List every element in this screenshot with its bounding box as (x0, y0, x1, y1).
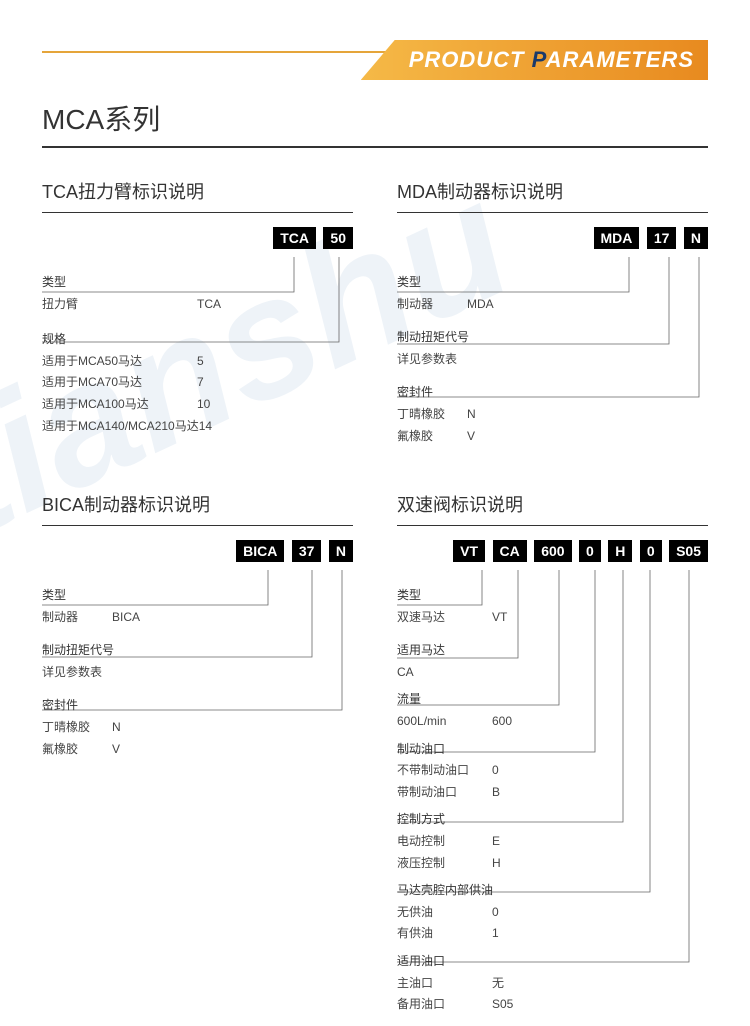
value: VT (492, 607, 507, 629)
block-title: MDA制动器标识说明 (397, 178, 708, 213)
value: V (112, 739, 120, 761)
label: CA (397, 662, 492, 684)
code-box: 50 (323, 227, 353, 249)
value: 600 (492, 711, 512, 733)
label: 备用油口 (397, 994, 492, 1016)
value: N (467, 404, 476, 426)
code-row: TCA 50 (42, 227, 353, 249)
group-header: 制动油口 (397, 739, 708, 761)
label: 主油口 (397, 973, 492, 995)
banner-text-1: PRODUCT (409, 47, 532, 72)
desc: 类型 双速马达VT 适用马达 CA 流量 600L/min600 制动油口 不带… (397, 585, 708, 1016)
series-title: MCA系列 (42, 98, 708, 148)
label: 不带制动油口 (397, 760, 492, 782)
code-box: 17 (647, 227, 677, 249)
block-bica: BICA制动器标识说明 BICA 37 N 类型 制动器BICA (42, 491, 353, 985)
value: 7 (197, 372, 204, 394)
group-header: 适用马达 (397, 640, 708, 662)
label: 带制动油口 (397, 782, 492, 804)
label: 适用于MCA140/MCA210马达 (42, 416, 199, 438)
code-box: CA (493, 540, 527, 562)
block-tca: TCA扭力臂标识说明 TCA 50 类型 扭力臂TCA 规格 适用于MCA50马 (42, 178, 353, 447)
code-box: 600 (534, 540, 571, 562)
block-vt: 双速阀标识说明 VT CA 600 0 H 0 S05 (397, 491, 708, 985)
desc: 类型 制动器BICA 制动扭矩代号 详见参数表 密封件 丁晴橡胶N 氟橡胶V (42, 585, 353, 760)
value: N (112, 717, 121, 739)
label: 适用于MCA70马达 (42, 372, 197, 394)
group-header: 类型 (42, 585, 353, 607)
value: TCA (197, 294, 221, 316)
label: 详见参数表 (397, 349, 547, 371)
value: 无 (492, 973, 504, 995)
banner-text-3: ARAMETERS (546, 47, 694, 72)
banner: PRODUCT PARAMETERS (361, 40, 708, 80)
label: 无供油 (397, 902, 492, 924)
value: B (492, 782, 500, 804)
banner-wrap: PRODUCT PARAMETERS (42, 40, 708, 80)
code-row: MDA 17 N (397, 227, 708, 249)
code-box: N (684, 227, 708, 249)
code-row: VT CA 600 0 H 0 S05 (397, 540, 708, 562)
code-box: 0 (640, 540, 662, 562)
code-box: 0 (579, 540, 601, 562)
group-header: 制动扭矩代号 (42, 640, 353, 662)
label: 丁晴橡胶 (397, 404, 467, 426)
label: 适用于MCA50马达 (42, 351, 197, 373)
value: 0 (492, 760, 499, 782)
code-box: H (608, 540, 632, 562)
value: MDA (467, 294, 494, 316)
label: 氟橡胶 (397, 426, 467, 448)
group-header: 马达壳腔内部供油 (397, 880, 708, 902)
value: 10 (197, 394, 210, 416)
value: 1 (492, 923, 499, 945)
label: 制动器 (397, 294, 467, 316)
group-header: 制动扭矩代号 (397, 327, 708, 349)
block-title: BICA制动器标识说明 (42, 491, 353, 526)
label: 扭力臂 (42, 294, 197, 316)
label: 丁晴橡胶 (42, 717, 112, 739)
value: S05 (492, 994, 513, 1016)
code-box: VT (453, 540, 485, 562)
label: 适用于MCA100马达 (42, 394, 197, 416)
group-header: 规格 (42, 329, 353, 351)
value: 14 (199, 416, 212, 438)
group-header: 类型 (397, 585, 708, 607)
block-title: TCA扭力臂标识说明 (42, 178, 353, 213)
code-box: 37 (292, 540, 322, 562)
group-header: 类型 (42, 272, 353, 294)
banner-text-2: P (532, 47, 546, 72)
code-box: N (329, 540, 353, 562)
group-header: 流量 (397, 689, 708, 711)
label: 双速马达 (397, 607, 492, 629)
label: 有供油 (397, 923, 492, 945)
value: BICA (112, 607, 140, 629)
group-header: 密封件 (42, 695, 353, 717)
desc: 类型 扭力臂TCA 规格 适用于MCA50马达5 适用于MCA70马达7 适用于… (42, 272, 353, 437)
value: E (492, 831, 500, 853)
value: 0 (492, 902, 499, 924)
group-header: 密封件 (397, 382, 708, 404)
label: 液压控制 (397, 853, 492, 875)
group-header: 类型 (397, 272, 708, 294)
label: 详见参数表 (42, 662, 197, 684)
value: H (492, 853, 501, 875)
label: 600L/min (397, 711, 492, 733)
label: 氟橡胶 (42, 739, 112, 761)
label: 电动控制 (397, 831, 492, 853)
block-mda: MDA制动器标识说明 MDA 17 N 类型 制动器MDA (397, 178, 708, 447)
label: 制动器 (42, 607, 112, 629)
group-header: 控制方式 (397, 809, 708, 831)
code-box: TCA (273, 227, 316, 249)
code-box: MDA (594, 227, 640, 249)
value: V (467, 426, 475, 448)
group-header: 适用油口 (397, 951, 708, 973)
desc: 类型 制动器MDA 制动扭矩代号 详见参数表 密封件 丁晴橡胶N 氟橡胶V (397, 272, 708, 447)
value: 5 (197, 351, 204, 373)
code-row: BICA 37 N (42, 540, 353, 562)
block-title: 双速阀标识说明 (397, 491, 708, 526)
code-box: BICA (236, 540, 284, 562)
code-box: S05 (669, 540, 708, 562)
